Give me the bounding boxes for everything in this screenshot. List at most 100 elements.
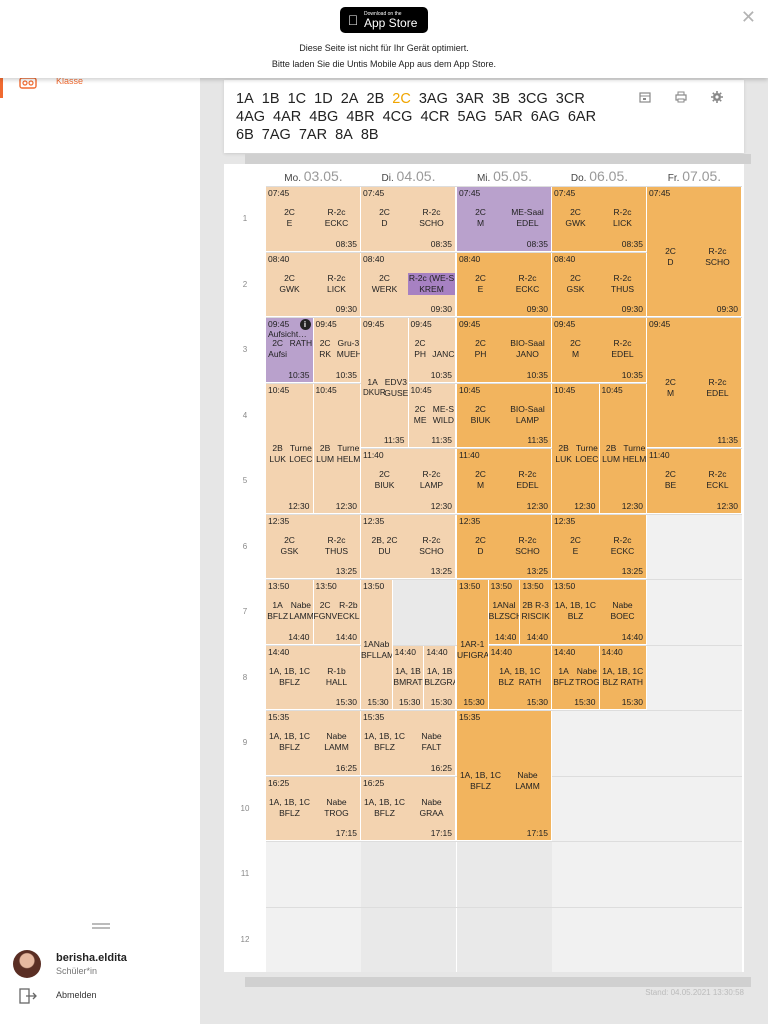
lesson-block[interactable]: 15:35 1A, 1B, 1C BFLZ Nabe FALT 16:25	[361, 711, 456, 776]
gear-icon[interactable]	[710, 90, 724, 104]
lesson-block[interactable]: 08:40 2C GWK R-2c LICK 09:30	[266, 252, 361, 317]
class-item-4cr[interactable]: 4CR	[420, 109, 450, 125]
lesson-block[interactable]: 07:45 2C M ME-Saal EDEL 08:35	[457, 187, 552, 252]
class-item-6ag[interactable]: 6AG	[530, 109, 560, 125]
timetable-scrollbar-top[interactable]	[245, 154, 751, 164]
lesson-block[interactable]: 10:45 2B LUK Turne LOEC 12:30	[266, 383, 314, 514]
lesson-block[interactable]: 16:25 1A, 1B, 1C BFLZ Nabe TROG 17:15	[266, 776, 361, 841]
lesson-block[interactable]: 10:45 2C BIUK BIO-Saal LAMP 11:35	[457, 383, 552, 448]
class-item-5ar[interactable]: 5AR	[494, 109, 523, 125]
lesson-block[interactable]: 13:50 1A, 1B, 1C BLZ Nabe BOEC 14:40	[552, 580, 647, 645]
class-item-8a[interactable]: 8A	[335, 127, 353, 143]
lesson-block[interactable]: 09:45 2C PH BIO-Saal JANO 10:35	[457, 318, 552, 383]
lesson-block[interactable]: 14:40 1A, 1B, 1C BLZ RATH 15:30	[599, 645, 647, 710]
lesson-block[interactable]: 14:40 1A BFLZ Nabe TROG 15:30	[552, 645, 600, 710]
print-icon[interactable]	[674, 90, 688, 104]
lesson-block[interactable]: 09:45 2C M R-2c EDEL 11:35	[647, 318, 742, 448]
class-item-1a[interactable]: 1A	[236, 91, 254, 107]
class-item-5ag[interactable]: 5AG	[457, 109, 487, 125]
lesson-block[interactable]: 09:45 1A EDV3 GUSE DKUR 11:35	[361, 318, 409, 448]
lesson-block[interactable]: 09:45 2C PH JANC 10:35	[408, 318, 456, 383]
lesson-block[interactable]: 13:50 1ANal BLZSCH 14:40	[488, 580, 521, 645]
class-item-8b[interactable]: 8B	[360, 127, 379, 143]
lesson-block[interactable]: 15:35 1A, 1B, 1C BFLZ Nabe LAMM 17:15	[457, 711, 552, 841]
lesson-block[interactable]: 14:40 1A, 1B, 1C BLZ RATH 15:30	[488, 645, 552, 710]
lesson-block[interactable]: 07:45 2C D R-2c SCHO 09:30	[647, 187, 742, 317]
lesson-block[interactable]: 11:40 2C M R-2c EDEL 12:30	[457, 449, 552, 514]
logout-icon[interactable]	[19, 988, 37, 1004]
class-item-4br[interactable]: 4BR	[346, 109, 375, 125]
nav-item-klasse[interactable]: Klasse	[56, 76, 84, 86]
class-item-6b[interactable]: 6B	[236, 127, 254, 143]
class-item-1d[interactable]: 1D	[314, 91, 333, 107]
class-item-7ar[interactable]: 7AR	[298, 127, 328, 143]
class-item-6ar[interactable]: 6AR	[567, 109, 597, 125]
lesson-start-time: 08:40	[363, 253, 385, 264]
lesson-end-time: 11:35	[717, 435, 738, 445]
lesson-room-teacher: Nabe LAMM	[515, 770, 540, 791]
class-item-3ag[interactable]: 3AG	[418, 91, 448, 107]
lesson-block[interactable]: 08:40 2C WERK R-2c (WE-S KREM 09:30	[361, 252, 456, 317]
class-item-1c[interactable]: 1C	[287, 91, 307, 107]
lesson-block[interactable]: 07:45 2C E R-2c ECKC 08:35	[266, 187, 361, 252]
lesson-class-subject: 2C PH	[414, 338, 427, 359]
lesson-block[interactable]: 09:45 2C M R-2c EDEL 10:35	[552, 318, 647, 383]
class-item-2a[interactable]: 2A	[340, 91, 359, 107]
calendar-icon[interactable]	[638, 90, 652, 104]
lesson-block[interactable]: 13:50 2B R-3 RISCIK 14:40	[520, 580, 552, 645]
lesson-block[interactable]: 07:45 2C GWK R-2c LICK 08:35	[552, 187, 647, 252]
avatar[interactable]	[13, 950, 41, 978]
lesson-block[interactable]: 08:40 2C GSK R-2c THUS 09:30	[552, 252, 647, 317]
lesson-room-teacher: R-2c ECKC	[515, 272, 540, 294]
class-item-4cg[interactable]: 4CG	[382, 109, 413, 125]
lesson-block[interactable]: 09:45 Aufsicht… 2C Aufsi RATH 10:35 i	[266, 318, 314, 383]
username[interactable]: berisha.eldita	[56, 952, 127, 964]
lesson-block[interactable]: 13:50 1AR-1 UFIGRA 15:30	[457, 580, 489, 710]
lesson-block[interactable]: 13:50 1A BFLZ Nabe LAMM 14:40	[266, 580, 314, 645]
lesson-block[interactable]: 07:45 2C D R-2c SCHO 08:35	[361, 187, 456, 252]
lesson-block[interactable]: 12:35 2C D R-2c SCHO 13:25	[457, 514, 552, 579]
class-item-4ag[interactable]: 4AG	[236, 109, 266, 125]
class-item-3b[interactable]: 3B	[492, 91, 510, 107]
lesson-block[interactable]: 08:40 2C E R-2c ECKC 09:30	[457, 252, 552, 317]
lesson-block[interactable]: 16:25 1A, 1B, 1C BFLZ Nabe GRAA 17:15	[361, 776, 456, 841]
timetable-scrollbar-bottom[interactable]	[245, 977, 751, 987]
drawer-handle-icon[interactable]	[92, 923, 110, 929]
class-icon[interactable]	[18, 74, 38, 90]
lesson-block[interactable]: 13:50 1ANab BFLLAM 15:30	[361, 580, 393, 710]
lesson-block[interactable]: 09:45 2C RK Gru-3 MUEH 10:35	[313, 318, 361, 383]
class-item-2c[interactable]: 2C	[392, 91, 411, 107]
lesson-block[interactable]: 11:40 2C BIUK R-2c LAMP 12:30	[361, 449, 456, 514]
lesson-block[interactable]: 11:40 2C BE R-2c ECKL 12:30	[647, 449, 742, 514]
class-item-3cg[interactable]: 3CG	[517, 91, 548, 107]
lesson-block[interactable]: 14:40 1A, 1B, 1C BFLZ R-1b HALL 15:30	[266, 645, 361, 710]
lesson-class-subject: 2C GWK	[279, 272, 300, 294]
class-item-4ar[interactable]: 4AR	[273, 109, 302, 125]
lesson-end-time: 10:35	[526, 369, 548, 380]
class-item-1b[interactable]: 1B	[261, 91, 280, 107]
lesson-block[interactable]: 12:35 2C GSK R-2c THUS 13:25	[266, 514, 361, 579]
lesson-start-time: 13:50	[554, 581, 576, 591]
app-store-button[interactable]:  Download on the App Store	[340, 7, 428, 33]
class-item-7ag[interactable]: 7AG	[261, 127, 291, 143]
lesson-block[interactable]: 14:40 1A, 1B BMRAT 15:30	[392, 645, 425, 710]
class-item-3ar[interactable]: 3AR	[455, 91, 485, 107]
class-item-2b[interactable]: 2B	[366, 91, 385, 107]
lesson-block[interactable]: 10:45 2C ME ME-S WILD 11:35	[408, 383, 456, 448]
lesson-block[interactable]: 10:45 2B LUK Turne LOEC 12:30	[552, 383, 600, 514]
close-icon[interactable]: ✕	[740, 7, 756, 27]
lesson-block[interactable]: 10:45 2B LUM Turne HELM 12:30	[313, 383, 361, 514]
lesson-block[interactable]: 12:35 2B, 2C DU R-2c SCHO 13:25	[361, 514, 456, 579]
lesson-block[interactable]: 13:50 2C FGNV R-2b ECKL 14:40	[313, 580, 361, 645]
info-icon[interactable]: i	[299, 319, 311, 330]
lesson-block[interactable]: 12:35 2C E R-2c ECKC 13:25	[552, 514, 647, 579]
logout-button[interactable]: Abmelden	[56, 990, 97, 1000]
class-item-3cr[interactable]: 3CR	[555, 91, 585, 107]
lesson-block[interactable]: 15:35 1A, 1B, 1C BFLZ Nabe LAMM 16:25	[266, 711, 361, 776]
class-item-4bg[interactable]: 4BG	[309, 109, 339, 125]
lesson-block[interactable]: 10:45 2B LUM Turne HELM 12:30	[599, 383, 647, 514]
lesson-block[interactable]: 14:40 1A, 1B BLZGRA 15:30	[424, 645, 456, 710]
lesson-class-subject: 1AR-1 UFIGRA	[457, 639, 488, 660]
period-row-line	[266, 382, 742, 448]
lesson-room-teacher: R-1b HALL	[325, 665, 348, 687]
